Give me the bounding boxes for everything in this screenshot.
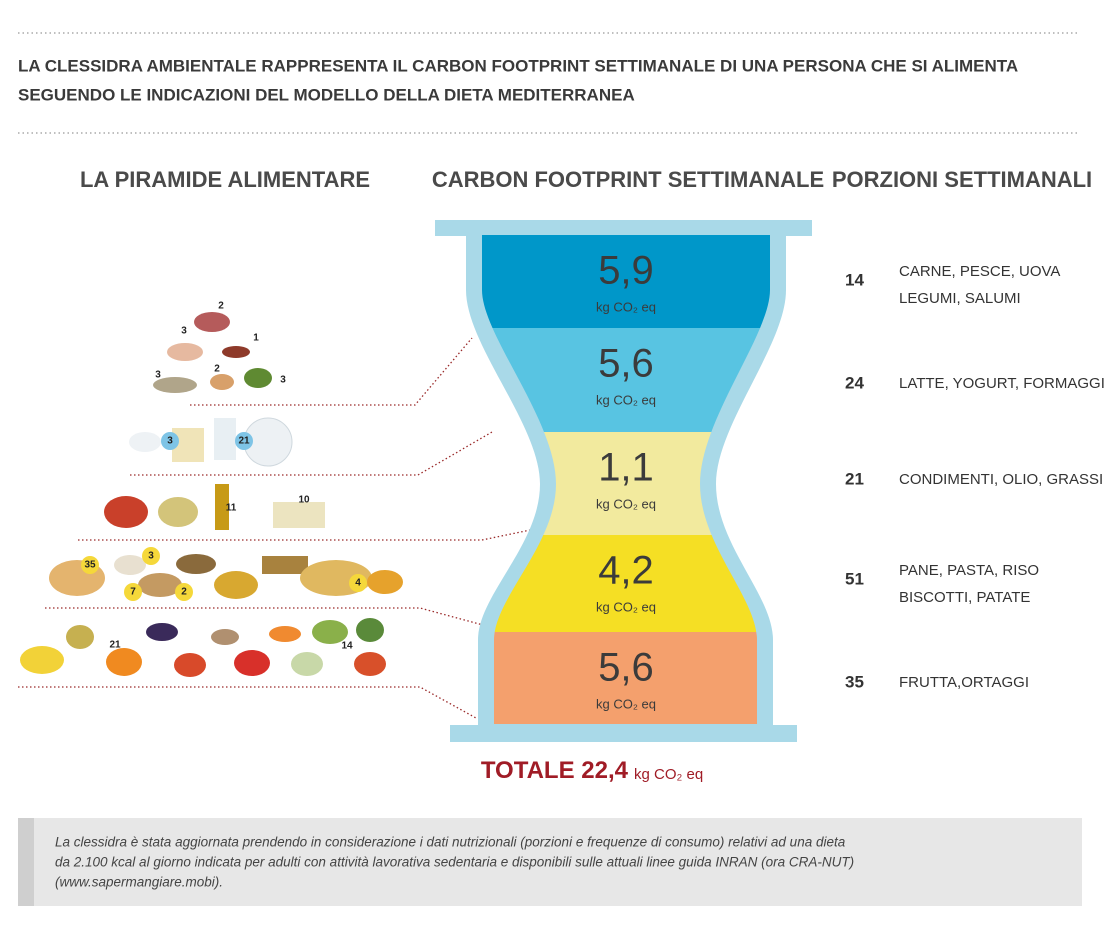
- portion-label: FRUTTA,ORTAGGI: [899, 674, 1029, 691]
- column-heading: LA PIRAMIDE ALIMENTARE: [80, 167, 370, 192]
- level-unit: kg CO₂ eq: [596, 299, 656, 314]
- count: 3: [155, 370, 161, 381]
- portion-label: CONDIMENTI, OLIO, GRASSI: [899, 471, 1103, 488]
- count: 2: [218, 301, 224, 312]
- total-value: 22,4: [581, 757, 628, 784]
- level-unit: kg CO₂ eq: [596, 496, 656, 511]
- footnote-line: da 2.100 kcal al giorno indicata per adu…: [55, 855, 854, 870]
- total-label: TOTALE 22,4: [481, 757, 629, 784]
- portion-label: LATTE, YOGURT, FORMAGGI: [899, 375, 1105, 392]
- count: 2: [181, 587, 187, 598]
- portion-label: BISCOTTI, PATATE: [899, 589, 1030, 606]
- footnote-line: (www.sapermangiare.mobi).: [55, 875, 223, 890]
- portion-count: 35: [845, 672, 864, 691]
- count: 2: [214, 364, 220, 375]
- portion-label: LEGUMI, SALUMI: [899, 290, 1021, 307]
- portion-label: PANE, PASTA, RISO: [899, 562, 1039, 579]
- count: 4: [355, 578, 361, 589]
- count: 35: [84, 560, 96, 571]
- level-unit: kg CO₂ eq: [596, 392, 656, 407]
- count: 10: [298, 495, 310, 506]
- column-heading: CARBON FOOTPRINT SETTIMANALE: [432, 167, 824, 192]
- count: 1: [253, 333, 259, 344]
- count: 3: [280, 375, 286, 386]
- count: 21: [238, 436, 250, 447]
- title-line: LA CLESSIDRA AMBIENTALE RAPPRESENTA IL C…: [18, 56, 1018, 75]
- footnote-bar: [18, 818, 34, 906]
- level-value: 4,2: [598, 549, 654, 593]
- column-heading: PORZIONI SETTIMANALI: [832, 167, 1092, 192]
- total-word: TOTALE: [481, 757, 575, 784]
- portions: 14 CARNE, PESCE, UOVA LEGUMI, SALUMI 24 LATT…: [845, 263, 1105, 692]
- count: 21: [109, 640, 121, 651]
- level-value: 5,6: [598, 342, 654, 386]
- count: 3: [167, 436, 173, 447]
- level-unit: kg CO₂ eq: [596, 599, 656, 614]
- total-unit: kg CO₂ eq: [634, 766, 703, 783]
- count: 3: [148, 551, 154, 562]
- hourglass-level: [482, 235, 770, 328]
- count: 3: [181, 326, 187, 337]
- hourglass-level: [482, 632, 770, 724]
- portion-label: CARNE, PESCE, UOVA: [899, 263, 1060, 280]
- leader-lines: [18, 337, 541, 719]
- footnote-line: La clessidra è stata aggiornata prendend…: [55, 835, 846, 850]
- count: 7: [130, 587, 136, 598]
- footnote-box: [18, 818, 1082, 906]
- portion-count: 51: [845, 569, 864, 588]
- level-value: 5,9: [598, 249, 654, 293]
- portion-count: 21: [845, 469, 864, 488]
- pyramid-counts: 2 3 1 2 3 3 3 21 11 10 35 3 7 2 4 21 14: [84, 301, 361, 652]
- portion-count: 24: [845, 373, 864, 392]
- title-line: SEGUENDO LE INDICAZIONI DEL MODELLO DELL…: [18, 85, 635, 104]
- count: 14: [341, 641, 353, 652]
- portion-count: 14: [845, 270, 864, 289]
- level-value: 5,6: [598, 646, 654, 690]
- pyramid-foods: [20, 312, 403, 677]
- level-unit: kg CO₂ eq: [596, 696, 656, 711]
- count: 11: [226, 503, 237, 514]
- level-value: 1,1: [598, 446, 654, 490]
- hourglass-labels: 5,9 kg CO₂ eq 5,6 kg CO₂ eq 1,1 kg CO₂ eq 4,2 k…: [596, 249, 656, 712]
